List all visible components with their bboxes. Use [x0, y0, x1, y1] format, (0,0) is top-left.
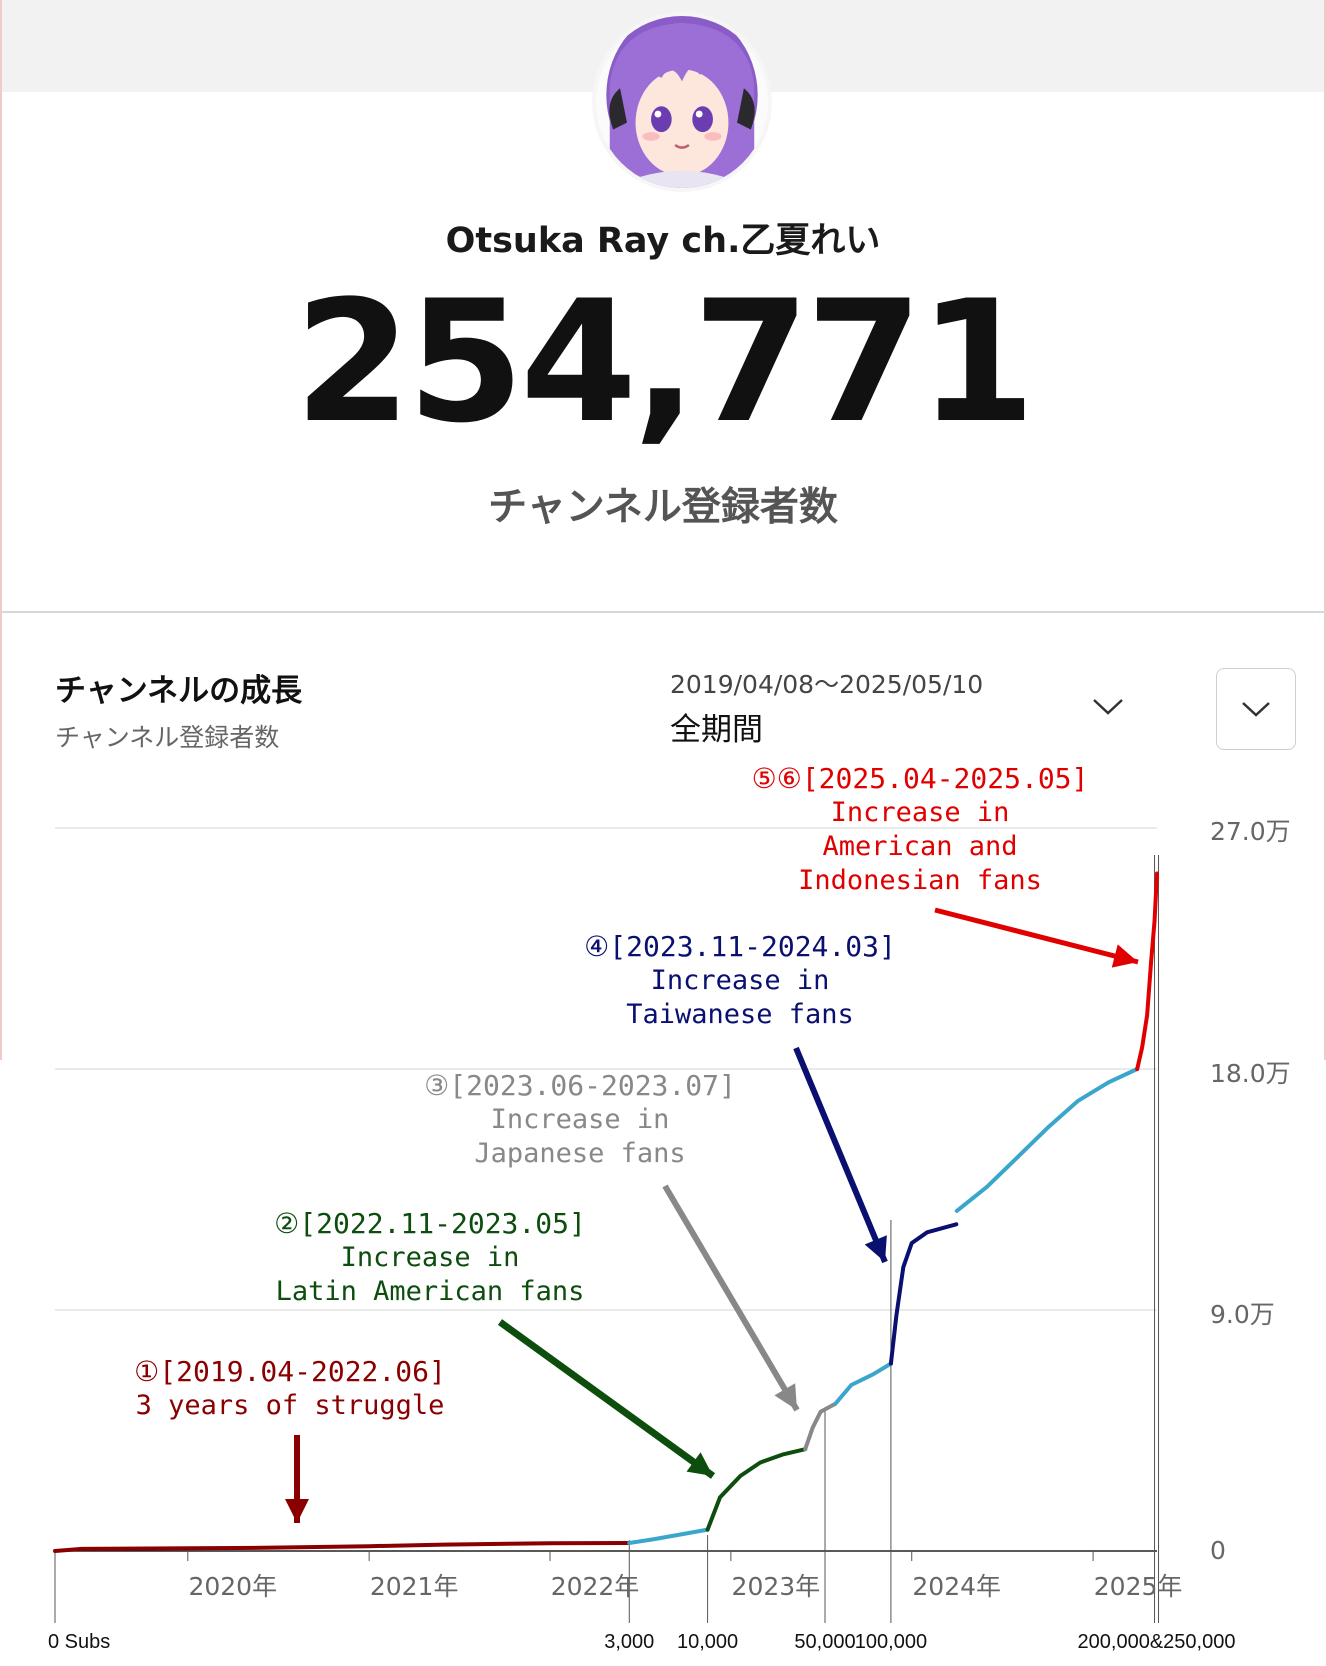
annotation-heading: ③[2023.06-2023.07]	[424, 1069, 736, 1102]
channel-avatar[interactable]	[592, 12, 772, 192]
channel-name: Otsuka Ray ch.乙夏れい	[445, 221, 881, 261]
series-line	[705, 1447, 808, 1532]
arrow-struggle-head	[285, 1499, 309, 1523]
section-divider	[0, 611, 1326, 613]
annotation-heading: ④[2023.11-2024.03]	[584, 930, 896, 963]
subscriber-count: 254,771	[294, 264, 1035, 460]
expand-button[interactable]	[1216, 668, 1296, 750]
x-tick-label: 2022年	[551, 1572, 640, 1601]
series-line	[803, 1401, 838, 1452]
annotation-taiwan: ④[2023.11-2024.03] Increase in Taiwanese…	[560, 930, 920, 1032]
annotation-line: Indonesian fans	[798, 865, 1042, 896]
arrow-taiwan	[793, 1046, 888, 1264]
milestone-label: 200,000&250,000	[1078, 1631, 1236, 1653]
chevron-down-icon	[1242, 702, 1270, 717]
x-tick-label: 2024年	[912, 1572, 1001, 1601]
annotation-line: Latin American fans	[275, 1276, 585, 1307]
y-tick-label: 0	[1210, 1536, 1226, 1565]
y-tick-label: 18.0万	[1210, 1059, 1291, 1088]
x-tick-label: 2021年	[370, 1572, 459, 1601]
period-select[interactable]: 全期間	[670, 712, 763, 748]
arrow-us-indonesia-head	[1111, 944, 1138, 968]
arrow-japan	[662, 1184, 800, 1412]
growth-title: チャンネルの成長	[55, 673, 303, 709]
arrow-taiwan-head	[864, 1235, 887, 1262]
milestone-label: 3,000	[604, 1631, 654, 1653]
frame-border-left	[0, 0, 2, 1060]
y-tick-label: 9.0万	[1210, 1300, 1275, 1329]
arrow-us-indonesia	[934, 907, 1139, 965]
avatar-illustration	[596, 16, 768, 188]
growth-subtitle: チャンネル登録者数	[55, 723, 280, 752]
arrow-japan-head	[774, 1383, 797, 1410]
milestone-label: 10,000	[677, 1631, 738, 1653]
annotation-japan: ③[2023.06-2023.07] Increase in Japanese …	[400, 1069, 760, 1171]
series-line	[833, 1361, 893, 1406]
annotation-latin-america: ②[2022.11-2023.05] Increase in Latin Ame…	[250, 1207, 610, 1309]
series-line	[1135, 871, 1159, 1071]
annotation-us-indonesia: ⑤⑥[2025.04-2025.05] Increase in American…	[720, 762, 1120, 898]
arrow-latin-america-head	[686, 1452, 713, 1476]
annotation-line: Taiwanese fans	[626, 999, 854, 1030]
x-tick-label: 2023年	[732, 1572, 821, 1601]
annotation-line: Japanese fans	[474, 1138, 686, 1169]
annotation-line: Increase in	[340, 1242, 520, 1273]
annotation-heading: ②[2022.11-2023.05]	[274, 1207, 586, 1240]
annotation-line: Increase in	[830, 797, 1010, 828]
milestone-label: 100,000	[855, 1631, 927, 1653]
date-range: 2019/04/08～2025/05/10	[670, 670, 984, 699]
milestone-label: 50,000	[794, 1631, 855, 1653]
annotation-struggle: ①[2019.04-2022.06] 3 years of struggle	[110, 1355, 470, 1423]
series-line	[627, 1527, 710, 1545]
frame-border-right	[1324, 0, 1326, 1060]
chevron-down-icon[interactable]	[1090, 692, 1126, 720]
annotation-heading: ①[2019.04-2022.06]	[134, 1355, 446, 1388]
x-tick-label: 2025年	[1094, 1572, 1183, 1601]
series-line	[954, 1067, 1140, 1213]
arrow-latin-america	[497, 1319, 716, 1479]
subscriber-label: チャンネル登録者数	[488, 485, 838, 530]
annotation-heading: ⑤⑥[2025.04-2025.05]	[751, 762, 1089, 795]
annotation-line: 3 years of struggle	[135, 1390, 445, 1421]
series-line	[888, 1222, 959, 1366]
annotation-line: American and	[822, 831, 1018, 862]
x-tick-label: 2020年	[188, 1572, 277, 1601]
annotation-line: Increase in	[490, 1104, 670, 1135]
annotation-line: Increase in	[650, 965, 830, 996]
milestone-label: 0 Subs	[48, 1631, 110, 1653]
y-tick-label: 27.0万	[1210, 817, 1291, 846]
series-line	[53, 1541, 632, 1553]
